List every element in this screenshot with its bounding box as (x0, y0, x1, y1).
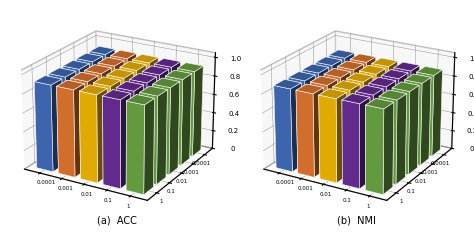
Title: (b)  NMI: (b) NMI (337, 216, 376, 226)
Title: (a)  ACC: (a) ACC (97, 216, 137, 226)
